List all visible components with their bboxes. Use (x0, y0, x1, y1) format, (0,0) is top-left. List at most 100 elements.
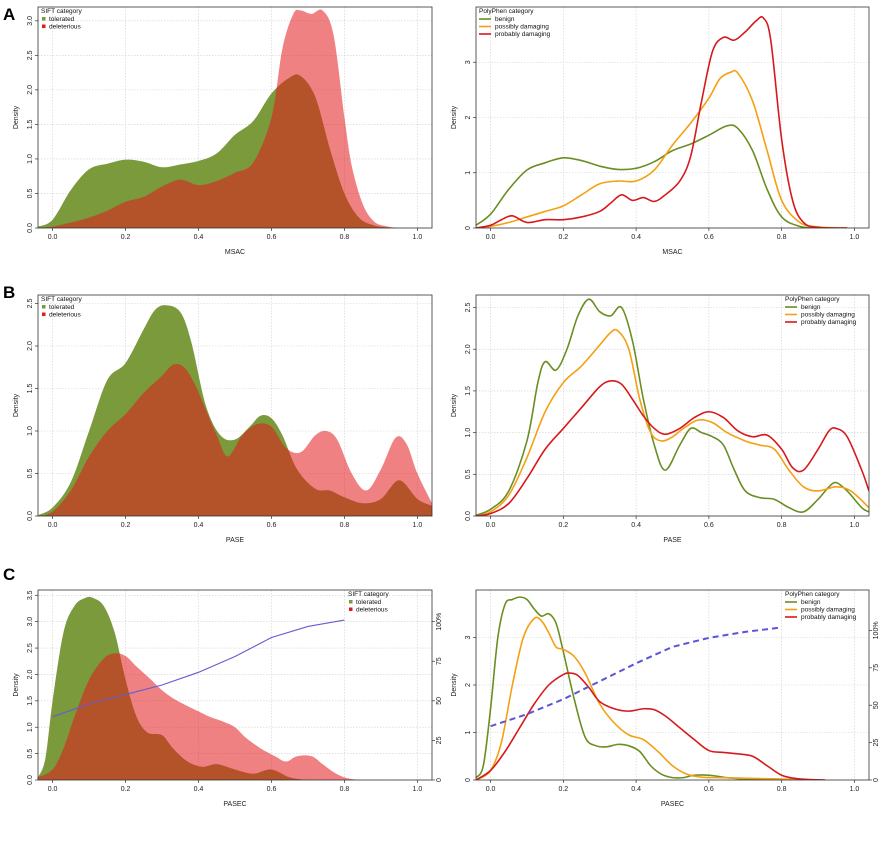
legend-title-c-left: SIFT category (348, 591, 389, 598)
ytick-label-b-left-5: 2.5 (27, 299, 34, 309)
line-c-right-benign (476, 596, 782, 780)
series-group-b-left (38, 305, 432, 516)
xtick-label-c-left-2: 0.4 (194, 786, 204, 793)
ytick-label-a-left-1: 0.5 (27, 188, 34, 198)
series-c-left-cumulative (52, 619, 345, 718)
y2tick-label-c-left-2: 50 (436, 697, 443, 705)
xtick-label-c-left-3: 0.6 (267, 786, 277, 793)
ytick-label-a-left-5: 2.5 (27, 50, 34, 60)
chart-c-right: 0.0 0.2 0.4 0.6 0.8 1.0 0 1 2 3 0 25 50 75 100% PASEC De… (451, 589, 880, 808)
xlabel-a-right: MSAC (662, 249, 682, 256)
legend-label-c-right-probably-damaging: probably damaging (801, 614, 857, 621)
y2tick-label-c-left-0: 0 (436, 778, 443, 782)
legend-swatch-a-left-deleterious (42, 24, 46, 28)
legend-title-a-right: PolyPhen category (479, 8, 534, 15)
ytick-label-b-right-4: 2.0 (465, 344, 472, 354)
xtick-label-c-right-5: 1.0 (850, 786, 860, 793)
xtick-label-a-right-4: 0.8 (777, 234, 787, 241)
plot-frame-b-left (37, 294, 433, 517)
legend-label-c-right-possibly-damaging: possibly damaging (801, 607, 855, 614)
ytick-label-a-right-1: 1 (465, 171, 472, 175)
ytick-label-c-left-1: 0.5 (27, 749, 34, 759)
legend-label-c-left-deleterious: deleterious (356, 607, 389, 614)
legend-swatch-c-left-tolerated (349, 600, 353, 604)
xtick-label-c-right-1: 0.2 (558, 786, 568, 793)
y2tick-label-c-right-1: 25 (873, 739, 880, 747)
xtick-label-a-right-3: 0.6 (704, 234, 714, 241)
xtick-label-c-right-4: 0.8 (777, 786, 787, 793)
legend-label-c-left-tolerated: tolerated (356, 599, 382, 606)
series-group-b-right (476, 298, 869, 516)
plots-container: 0.0 0.2 0.4 0.6 0.8 1.0 0.0 0.5 1.0 1.5 2.0 2.5 3.0 M… (13, 6, 880, 808)
xlabel-c-right: PASEC (661, 801, 684, 808)
xtick-label-b-left-4: 0.8 (340, 522, 350, 529)
y2tick-label-c-left-1: 25 (436, 736, 443, 744)
ytick-label-b-right-2: 1.0 (465, 428, 472, 438)
xtick-label-b-left-1: 0.2 (121, 522, 131, 529)
line-c-right-possibly-damaging (476, 616, 804, 780)
xtick-label-a-left-1: 0.2 (121, 234, 131, 241)
xtick-label-c-left-5: 1.0 (413, 786, 423, 793)
ytick-label-b-left-2: 1.0 (27, 426, 34, 436)
ytick-label-a-right-0: 0 (465, 226, 472, 230)
legend-label-c-right-benign: benign (801, 599, 821, 606)
xtick-label-c-left-4: 0.8 (340, 786, 350, 793)
legend-title-c-right: PolyPhen category (785, 591, 840, 598)
xtick-label-a-left-2: 0.4 (194, 234, 204, 241)
xtick-label-a-left-3: 0.6 (267, 234, 277, 241)
ytick-label-c-left-7: 3.5 (27, 590, 34, 600)
ytick-label-a-left-4: 2.0 (27, 85, 34, 95)
xtick-label-b-right-3: 0.6 (704, 522, 714, 529)
ytick-label-c-right-0: 0 (465, 778, 472, 782)
legend-title-b-right: PolyPhen category (785, 296, 840, 303)
line-a-right-possibly-damaging (476, 69, 848, 228)
ytick-label-c-right-1: 1 (465, 730, 472, 734)
xtick-label-b-right-2: 0.4 (631, 522, 641, 529)
xtick-label-b-right-1: 0.2 (558, 522, 568, 529)
legend-swatch-a-left-tolerated (42, 17, 46, 21)
plot-frame-c-left (37, 589, 433, 781)
xtick-label-b-left-2: 0.4 (194, 522, 204, 529)
ytick-label-c-right-3: 3 (465, 635, 472, 639)
ytick-label-a-right-2: 2 (465, 115, 472, 119)
ytick-label-a-right-3: 3 (465, 60, 472, 64)
ytick-label-b-left-0: 0.0 (27, 511, 34, 521)
series-group-a-right (476, 16, 848, 228)
xtick-label-b-left-3: 0.6 (267, 522, 277, 529)
ytick-label-c-left-2: 1.0 (27, 722, 34, 732)
ylabel-a-left: Density (13, 105, 20, 129)
area-a-left-deleterious (38, 9, 411, 228)
xtick-label-b-left-0: 0.0 (48, 522, 58, 529)
ytick-label-a-left-0: 0.0 (27, 223, 34, 233)
legend-label-a-right-benign: benign (495, 16, 515, 23)
ytick-label-b-left-1: 0.5 (27, 469, 34, 479)
plot-frame-b-right (475, 294, 870, 517)
chart-b-right: 0.0 0.2 0.4 0.6 0.8 1.0 0.0 0.5 1.0 1.5 2.0 2.5 PASE… (451, 294, 870, 544)
xtick-label-b-right-4: 0.8 (777, 522, 787, 529)
legend-label-b-left-tolerated: tolerated (49, 304, 75, 311)
ytick-label-c-right-2: 2 (465, 683, 472, 687)
ytick-label-a-left-3: 1.5 (27, 119, 34, 129)
ylabel-b-left: Density (13, 393, 20, 417)
chart-a-left: 0.0 0.2 0.4 0.6 0.8 1.0 0.0 0.5 1.0 1.5 2.0 2.5 3.0 M… (13, 6, 433, 256)
legend-label-a-right-possibly-damaging: possibly damaging (495, 24, 549, 31)
y2tick-label-c-left-3: 75 (436, 657, 443, 665)
line-b-right-probably-damaging (476, 379, 869, 516)
ytick-label-c-left-3: 1.5 (27, 696, 34, 706)
xlabel-b-right: PASE (663, 537, 681, 544)
y2tick-label-c-right-2: 50 (873, 701, 880, 709)
xtick-label-c-left-1: 0.2 (121, 786, 131, 793)
xtick-label-a-left-4: 0.8 (340, 234, 350, 241)
y2tick-label-c-left-4: 100% (436, 613, 443, 631)
panel-letter-c: C (3, 565, 15, 584)
legend-swatch-b-left-deleterious (42, 312, 46, 316)
ytick-label-b-right-0: 0.0 (465, 511, 472, 521)
line-b-right-benign (476, 298, 869, 516)
ytick-label-c-left-5: 2.5 (27, 643, 34, 653)
series-c-right-cumulative (490, 626, 782, 728)
